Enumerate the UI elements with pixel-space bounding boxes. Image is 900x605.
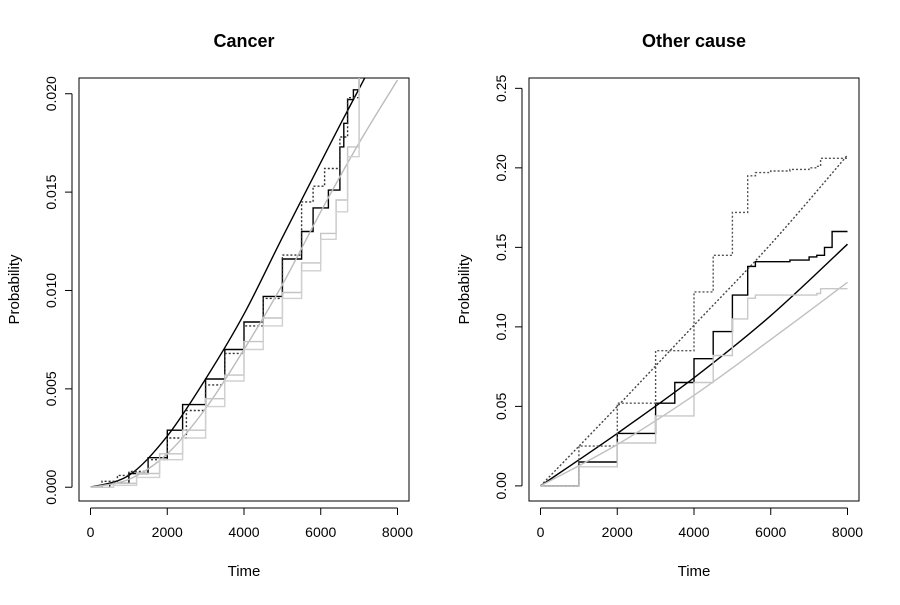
series-line-5 — [90, 78, 360, 488]
x-tick-label: 0 — [87, 524, 95, 540]
chart-title: Other cause — [642, 31, 746, 51]
y-tick-label: 0.015 — [43, 174, 59, 209]
series-line-4 — [90, 79, 399, 488]
y-axis-label: Probability — [6, 254, 23, 325]
series-line-6 — [540, 288, 848, 487]
y-tick-label: 0.005 — [43, 371, 59, 406]
series-line-4 — [540, 157, 848, 487]
x-axis-label: Time — [228, 563, 261, 580]
chart-panel-2: 0 2000 4000 6000 8000 0.00 0.05 0.10 0.15 0.20 0.2… — [456, 31, 863, 580]
series-line-6 — [90, 78, 360, 488]
series-line-3 — [90, 78, 360, 488]
plot-frame — [78, 77, 410, 502]
plot-frame — [528, 77, 860, 502]
y-tick-label: 0.000 — [43, 470, 59, 505]
x-tick-label: 4000 — [228, 524, 259, 540]
x-tick-label: 4000 — [678, 524, 709, 540]
y-axis-label: Probability — [456, 254, 473, 325]
x-axis: 0 2000 4000 6000 8000 — [87, 507, 413, 540]
y-tick-label: 0.15 — [493, 234, 509, 261]
y-tick-label: 0.20 — [493, 154, 509, 181]
chart-title: Cancer — [213, 31, 274, 51]
x-axis: 0 2000 4000 6000 8000 — [537, 507, 863, 540]
x-tick-label: 6000 — [755, 524, 786, 540]
series-line-2 — [540, 230, 848, 487]
x-tick-label: 6000 — [305, 524, 336, 540]
x-tick-label: 0 — [537, 524, 545, 540]
y-tick-label: 0.00 — [493, 472, 509, 499]
y-axis: 0.00 0.05 0.10 0.15 0.20 0.25 — [493, 74, 523, 500]
x-tick-label: 2000 — [602, 524, 633, 540]
series-group — [90, 78, 399, 488]
x-tick-label: 2000 — [152, 524, 183, 540]
y-tick-label: 0.05 — [493, 393, 509, 420]
series-group — [539, 154, 849, 487]
y-tick-label: 0.020 — [43, 76, 59, 111]
y-tick-label: 0.25 — [493, 74, 509, 101]
y-tick-label: 0.010 — [43, 273, 59, 308]
x-tick-label: 8000 — [382, 524, 413, 540]
x-axis-label: Time — [678, 563, 711, 580]
y-tick-label: 0.10 — [493, 313, 509, 340]
y-axis: 0.000 0.005 0.010 0.015 0.020 — [43, 76, 73, 505]
series-line-2 — [90, 78, 360, 488]
series-line-1 — [90, 78, 366, 488]
series-line-3 — [539, 154, 849, 487]
chart-panel-1: 0 2000 4000 6000 80000.0000.0050.0100.0150.0… — [6, 31, 413, 580]
x-tick-label: 8000 — [832, 524, 863, 540]
